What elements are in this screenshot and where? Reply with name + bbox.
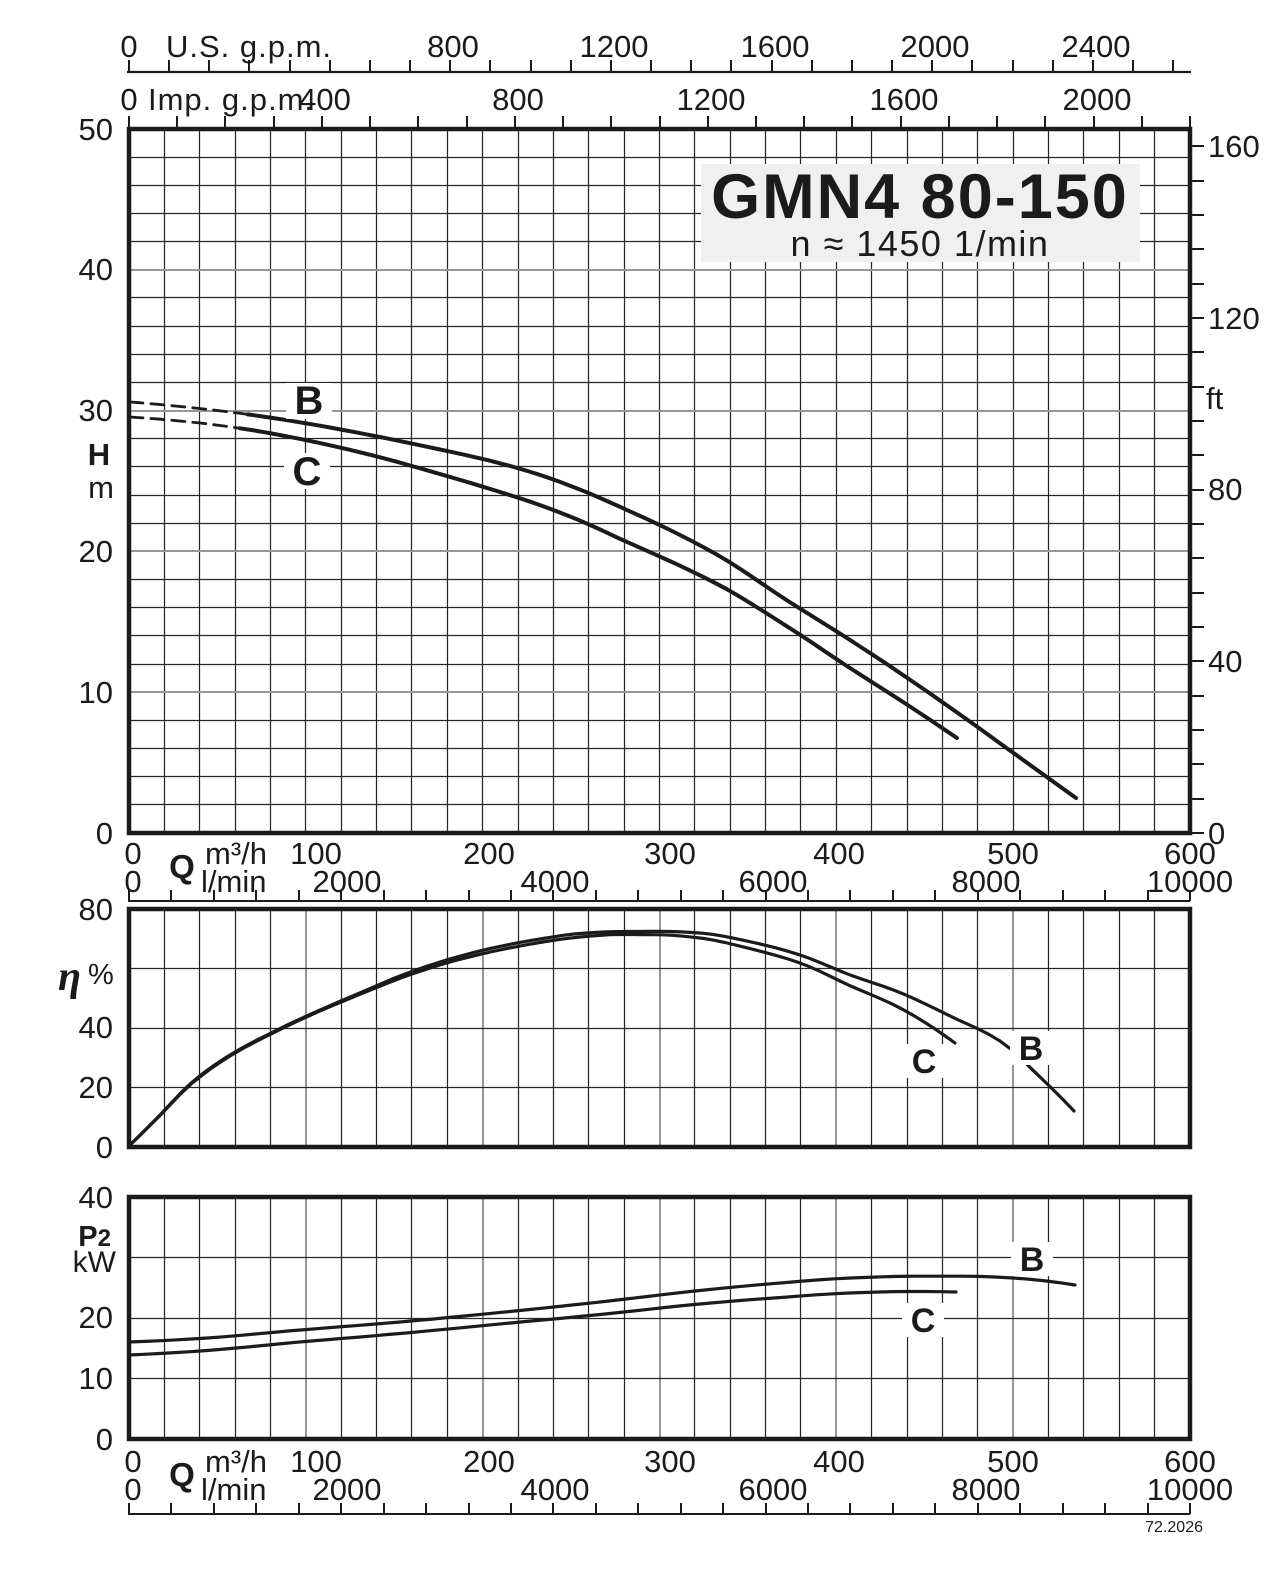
svg-text:400: 400	[813, 1444, 865, 1479]
svg-text:1200: 1200	[677, 82, 746, 117]
svg-text:80: 80	[79, 892, 113, 927]
svg-text:300: 300	[644, 1444, 696, 1479]
svg-text:2000: 2000	[313, 1472, 382, 1507]
svg-text:200: 200	[463, 836, 515, 871]
svg-text:GMN4 80-150: GMN4 80-150	[711, 162, 1129, 232]
svg-text:0: 0	[124, 1444, 141, 1479]
svg-text:B: B	[295, 379, 324, 423]
svg-text:m: m	[88, 470, 114, 505]
svg-text:40: 40	[79, 252, 113, 287]
svg-text:1600: 1600	[741, 29, 810, 64]
svg-text:8000: 8000	[952, 864, 1021, 899]
svg-text:U.S. g.p.m.: U.S. g.p.m.	[166, 29, 332, 64]
svg-text:2000: 2000	[901, 29, 970, 64]
svg-text:4000: 4000	[521, 1472, 590, 1507]
svg-text:10: 10	[79, 1361, 113, 1396]
svg-text:800: 800	[492, 82, 544, 117]
svg-text:0: 0	[96, 1422, 113, 1457]
svg-text:160: 160	[1208, 129, 1260, 164]
svg-text:0: 0	[96, 816, 113, 851]
svg-text:0: 0	[1208, 816, 1225, 851]
svg-text:600: 600	[1164, 1444, 1216, 1479]
svg-text:6000: 6000	[739, 864, 808, 899]
svg-text:C: C	[293, 450, 322, 494]
svg-text:0: 0	[96, 1130, 113, 1165]
svg-text:600: 600	[1164, 836, 1216, 871]
svg-text:72.2026: 72.2026	[1145, 1519, 1203, 1536]
svg-text:C: C	[911, 1302, 936, 1340]
svg-text:4000: 4000	[521, 864, 590, 899]
svg-text:0: 0	[120, 29, 137, 64]
svg-text:30: 30	[79, 393, 113, 428]
svg-text:0: 0	[120, 82, 137, 117]
svg-text:100: 100	[290, 836, 342, 871]
svg-text:10000: 10000	[1147, 1472, 1233, 1507]
svg-text:2000: 2000	[1063, 82, 1132, 117]
svg-text:80: 80	[1208, 472, 1242, 507]
svg-text:400: 400	[813, 836, 865, 871]
svg-text:C: C	[912, 1043, 937, 1081]
svg-text:B: B	[1019, 1030, 1044, 1068]
svg-text:20: 20	[79, 534, 113, 569]
svg-text:1200: 1200	[580, 29, 649, 64]
svg-text:400: 400	[299, 82, 351, 117]
svg-text:20: 20	[79, 1070, 113, 1105]
svg-text:%: %	[88, 959, 114, 991]
svg-text:0: 0	[124, 864, 141, 899]
svg-text:P2: P2	[78, 1221, 111, 1253]
svg-text:6000: 6000	[739, 1472, 808, 1507]
svg-text:m³/h: m³/h	[205, 836, 267, 871]
svg-text:500: 500	[987, 1444, 1039, 1479]
svg-text:m³/h: m³/h	[205, 1444, 267, 1479]
svg-text:20: 20	[79, 1300, 113, 1335]
svg-text:0: 0	[124, 1472, 141, 1507]
svg-text:120: 120	[1208, 301, 1260, 336]
svg-text:Q: Q	[169, 1456, 195, 1493]
svg-text:2000: 2000	[313, 864, 382, 899]
svg-text:50: 50	[79, 112, 113, 147]
svg-text:1600: 1600	[870, 82, 939, 117]
svg-text:2400: 2400	[1062, 29, 1131, 64]
svg-text:500: 500	[987, 836, 1039, 871]
svg-text:Imp. g.p.m.: Imp. g.p.m.	[148, 82, 314, 117]
svg-text:40: 40	[79, 1010, 113, 1045]
svg-text:40: 40	[1208, 644, 1242, 679]
svg-text:40: 40	[79, 1180, 113, 1215]
svg-text:8000: 8000	[952, 1472, 1021, 1507]
svg-text:100: 100	[290, 1444, 342, 1479]
svg-text:H: H	[88, 437, 110, 472]
svg-text:200: 200	[463, 1444, 515, 1479]
svg-text:800: 800	[427, 29, 479, 64]
svg-text:B: B	[1020, 1241, 1045, 1279]
svg-text:300: 300	[644, 836, 696, 871]
svg-text:10: 10	[79, 675, 113, 710]
svg-text:n ≈ 1450 1/min: n ≈ 1450 1/min	[791, 223, 1050, 264]
svg-text:l/min: l/min	[201, 1472, 266, 1507]
svg-text:0: 0	[124, 836, 141, 871]
svg-text:Q: Q	[169, 848, 195, 885]
svg-text:kW: kW	[73, 1246, 117, 1279]
svg-text:ft: ft	[1206, 381, 1224, 416]
svg-text:η: η	[58, 954, 81, 1000]
